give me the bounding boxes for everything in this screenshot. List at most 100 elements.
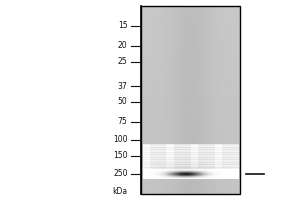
Bar [212,163,213,164]
Bar [182,176,183,177]
Bar [186,160,187,161]
Bar [187,165,188,166]
Bar [202,169,203,170]
Bar [194,149,196,150]
Bar [230,176,231,177]
Bar [183,175,184,176]
Bar [214,168,215,169]
Bar [233,146,234,147]
Bar [158,169,159,170]
Bar [225,176,226,177]
Bar [236,165,237,166]
Bar [168,152,170,153]
Bar [210,175,211,176]
Bar [195,149,196,150]
Bar [194,176,195,177]
Bar [146,169,147,170]
Bar [141,40,240,42]
Bar [219,95,221,96]
Bar [229,160,230,161]
Bar [181,176,182,177]
Bar [233,158,234,159]
Bar [146,163,148,164]
Bar [159,163,160,164]
Bar [226,142,228,143]
Bar [214,169,215,170]
Bar [150,145,152,146]
Bar [177,177,178,178]
Bar [189,177,190,178]
Bar [221,152,223,153]
Bar [215,171,216,172]
Bar [190,164,192,165]
Bar [197,165,199,166]
Bar [204,177,205,178]
Bar [154,177,155,178]
Bar [225,151,226,152]
Bar [185,161,186,162]
Bar [215,170,216,171]
Bar [148,162,149,163]
Bar [146,150,147,151]
Bar [228,162,229,163]
Bar [216,169,217,170]
Bar [169,177,170,178]
Bar [144,176,145,177]
Bar [142,163,144,164]
Bar [173,153,175,154]
Bar [200,159,201,160]
Bar [213,170,214,171]
Bar [229,145,230,146]
Bar [169,150,171,151]
Bar [189,163,190,164]
Bar [199,155,200,156]
Bar [163,171,164,172]
Bar [190,169,191,170]
Bar [213,168,214,169]
Bar [238,174,239,175]
Bar [141,45,240,47]
Bar [153,152,154,153]
Bar [160,160,161,161]
Bar [178,165,179,166]
Bar [190,159,192,160]
Bar [148,167,149,168]
Bar [225,148,226,149]
Bar [197,156,199,157]
Bar [186,147,187,148]
Bar [206,171,207,172]
Bar [233,165,234,166]
Bar [171,163,172,164]
Bar [192,160,194,161]
Bar [214,178,215,179]
Bar [152,152,153,153]
Bar [200,176,201,177]
Bar [154,160,155,161]
Bar [196,173,197,174]
Bar [204,163,205,164]
Bar [223,175,224,176]
Bar [223,157,224,158]
Bar [162,151,163,152]
Bar [209,152,210,153]
Bar [168,99,171,100]
Bar [162,165,163,166]
Bar [177,160,178,161]
Bar [229,155,230,156]
Bar [178,176,179,177]
Bar [201,168,202,169]
Bar [212,166,213,167]
Bar [204,158,205,159]
Bar [220,158,221,159]
Bar [189,158,190,159]
Bar [230,178,231,179]
Bar [183,152,184,153]
Bar [151,160,152,161]
Bar [182,151,183,152]
Bar [207,169,208,170]
Bar [180,46,183,47]
Bar [185,160,186,161]
Bar [157,154,158,155]
Bar [209,175,210,176]
Bar [206,162,207,163]
